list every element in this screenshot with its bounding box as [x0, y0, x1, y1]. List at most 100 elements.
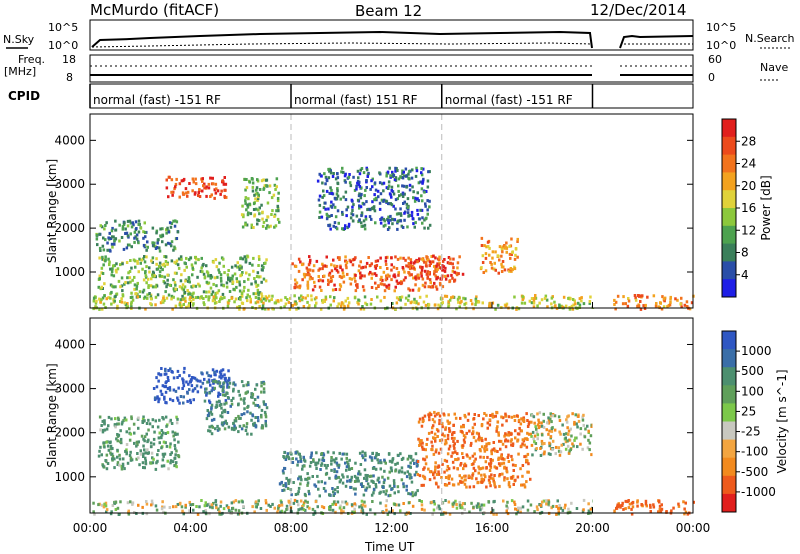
data-cell	[182, 297, 186, 301]
site-title: McMurdo (fitACF)	[90, 1, 219, 19]
data-cell	[270, 196, 274, 200]
data-cell	[613, 298, 616, 302]
data-cell	[359, 276, 362, 280]
data-cell	[488, 462, 491, 466]
data-cell	[549, 412, 552, 416]
data-cell	[415, 470, 418, 474]
data-cell	[493, 267, 496, 271]
data-cell	[303, 275, 306, 279]
data-cell	[363, 194, 366, 198]
data-cell	[295, 285, 299, 289]
data-cell	[319, 278, 322, 282]
data-cell	[520, 417, 523, 421]
data-cell	[107, 257, 110, 261]
data-cell	[427, 170, 430, 174]
colorbar-frame	[721, 330, 737, 513]
data-cell	[360, 214, 363, 218]
data-cell	[123, 282, 126, 286]
data-cell	[405, 264, 408, 268]
data-cell	[320, 452, 324, 455]
data-cell	[474, 299, 478, 303]
data-cell	[414, 276, 417, 280]
data-cell	[185, 191, 188, 195]
data-cell	[422, 483, 425, 487]
data-cell	[382, 270, 386, 274]
data-cell	[491, 415, 495, 419]
data-cell	[365, 261, 369, 265]
data-cell	[257, 499, 260, 503]
data-cell	[249, 411, 252, 415]
data-cell	[182, 395, 185, 399]
data-cell	[498, 484, 501, 488]
data-cell	[141, 505, 144, 509]
data-cell	[118, 453, 121, 457]
data-cell	[149, 302, 152, 306]
data-cell	[168, 221, 172, 225]
data-cell	[542, 425, 546, 429]
data-cell	[111, 245, 114, 249]
data-cell	[194, 284, 198, 288]
data-cell	[335, 197, 338, 200]
data-cell	[195, 505, 198, 508]
data-cell	[390, 460, 394, 464]
data-cell	[182, 370, 186, 374]
data-cell	[143, 466, 146, 470]
data-cell	[220, 385, 223, 389]
data-cell	[405, 202, 409, 206]
data-cell	[236, 261, 239, 265]
data-cell	[244, 188, 247, 192]
data-cell	[121, 420, 124, 424]
data-cell	[580, 299, 583, 303]
data-cell	[519, 506, 522, 510]
data-cell	[196, 390, 200, 394]
data-cell	[385, 186, 389, 190]
data-cell	[429, 413, 433, 417]
data-cell	[172, 434, 175, 438]
data-cell	[104, 459, 107, 462]
data-cell	[389, 174, 392, 178]
data-cell	[405, 512, 408, 516]
data-cell	[433, 264, 436, 268]
data-cell	[521, 297, 525, 301]
data-cell	[254, 292, 258, 296]
data-cell	[209, 383, 212, 387]
data-cell	[365, 166, 368, 170]
data-cell	[108, 260, 111, 264]
data-cell	[145, 281, 148, 285]
data-cell	[422, 259, 425, 263]
data-cell	[509, 267, 513, 270]
data-cell	[468, 429, 471, 433]
data-cell	[425, 272, 429, 276]
data-cell	[400, 175, 403, 179]
data-cell	[514, 429, 517, 433]
data-cell	[381, 278, 384, 282]
data-cell	[308, 255, 311, 259]
data-cell	[388, 510, 391, 514]
data-cell	[451, 431, 455, 435]
data-cell	[659, 509, 663, 513]
data-cell	[438, 266, 441, 270]
data-cell	[184, 299, 187, 303]
data-cell	[303, 464, 306, 468]
data-cell	[450, 273, 453, 277]
data-cell	[447, 500, 451, 504]
data-cell	[214, 182, 218, 186]
data-cell	[480, 266, 483, 270]
data-cell	[206, 271, 210, 275]
data-cell	[161, 234, 165, 238]
data-cell	[488, 253, 491, 257]
data-cell	[444, 439, 447, 442]
data-cell	[431, 512, 434, 516]
data-cell	[325, 255, 328, 259]
data-cell	[370, 479, 373, 483]
data-cell	[489, 476, 493, 480]
data-cell	[205, 290, 208, 294]
data-cell	[145, 512, 149, 516]
data-cell	[496, 254, 499, 258]
data-cell	[500, 462, 503, 466]
data-cell	[407, 492, 410, 496]
data-cell	[472, 430, 475, 434]
data-cell	[171, 193, 174, 197]
data-cell	[170, 244, 173, 248]
data-cell	[166, 459, 169, 463]
